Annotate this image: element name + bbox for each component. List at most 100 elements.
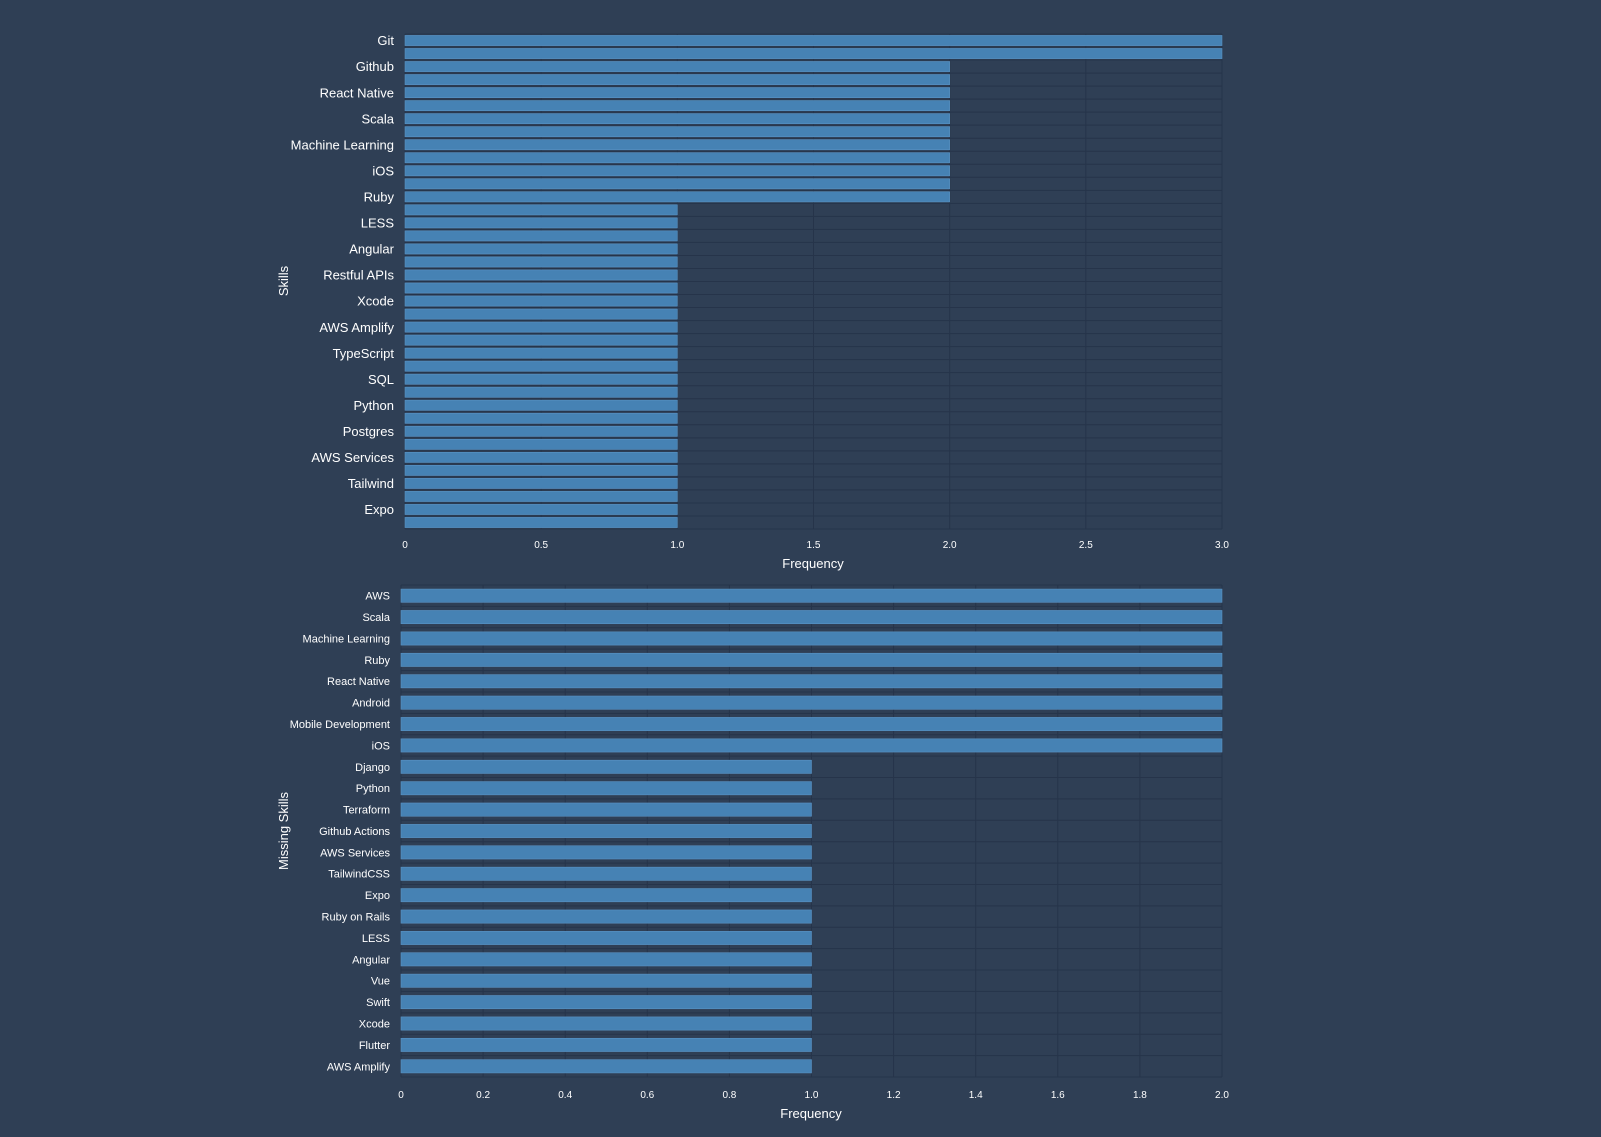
skills-bar-expo <box>404 504 678 515</box>
missing-skills-bar-github-actions <box>400 824 812 838</box>
skills-bar-xcode <box>404 295 678 307</box>
skills-bar-unlabeled-23 <box>404 334 678 346</box>
skills-category-label-angular: Angular <box>349 242 394 257</box>
missing-skills-category-label-expo: Expo <box>365 890 390 902</box>
skills-category-label-aws-services: AWS Services <box>311 450 394 465</box>
skills-bar-git <box>404 35 1223 46</box>
missing-skills-bar-expo <box>400 888 812 903</box>
skills-x-tick-labels: 0 0.5 1.0 1.5 2.0 2.5 3.0 <box>402 540 1229 551</box>
skills-bar-github <box>404 61 950 72</box>
missing-skills-bar-ruby <box>400 652 1223 667</box>
skills-bar-unlabeled-29 <box>404 412 678 424</box>
missing-skills-bar-less <box>400 931 812 945</box>
missing-skills-bar-tailwindcss <box>400 866 812 881</box>
missing-skills-category-label-terraform: Terraform <box>343 805 390 817</box>
skills-category-label-ios: iOS <box>372 163 394 178</box>
missing-skills-bar-machine-learning <box>400 631 1223 646</box>
missing-skills-bar-android <box>400 695 1223 710</box>
skills-category-label-typescript: TypeScript <box>333 346 395 361</box>
skills-frequency-chart: Git Github React Native Scala Machine Learni… <box>276 33 1229 571</box>
skills-bar-ruby <box>404 191 950 203</box>
missing-skills-bar-ruby-on-rails <box>400 909 812 924</box>
skills-bar-unlabeled-19 <box>404 282 678 294</box>
missing-skills-category-label-python: Python <box>356 783 390 795</box>
missing-skills-bar-django <box>400 759 812 774</box>
skills-category-label-react-native: React Native <box>320 85 394 100</box>
skills-category-label-restful-apis: Restful APIs <box>323 268 394 283</box>
skills-bar-angular <box>404 243 678 255</box>
missing-skills-y-axis-title: Missing Skills <box>276 791 291 870</box>
skills-bar-unlabeled-13 <box>404 204 678 216</box>
skills-category-label-ruby: Ruby <box>364 190 395 205</box>
missing-skills-bar-terraform <box>400 802 812 817</box>
skills-x-tick-label: 2.0 <box>943 540 957 551</box>
skills-category-label-less: LESS <box>361 216 395 231</box>
missing-skills-category-label-less: LESS <box>362 933 390 945</box>
skills-grid <box>404 33 1223 530</box>
skills-bar-unlabeled-7 <box>404 126 950 138</box>
skills-category-label-machine-learning: Machine Learning <box>291 137 394 152</box>
skills-bar-less <box>404 217 678 229</box>
skills-bar-postgres <box>404 425 678 437</box>
skills-bar-unlabeled-15 <box>404 230 678 242</box>
skills-bar-unlabeled-17 <box>404 256 678 268</box>
missing-skills-x-tick-label: 0.6 <box>640 1090 654 1101</box>
skills-bar-typescript <box>404 347 678 359</box>
missing-skills-category-labels: AWS Scala Machine Learning Ruby React Native… <box>290 591 391 1074</box>
skills-bar-unlabeled-1 <box>404 48 1223 59</box>
missing-skills-category-label-aws-services: AWS Services <box>320 847 390 859</box>
missing-skills-bar-mobile-development <box>400 717 1223 731</box>
skills-x-tick-label: 1.0 <box>670 540 684 551</box>
missing-skills-category-label-aws: AWS <box>365 591 390 603</box>
missing-skills-x-tick-label: 1.4 <box>969 1090 983 1101</box>
skills-x-tick-label: 3.0 <box>1215 540 1229 551</box>
skills-bar-unlabeled-3 <box>404 74 950 85</box>
missing-skills-category-label-mobile-development: Mobile Development <box>290 719 390 731</box>
skills-bar-python <box>404 399 678 411</box>
skills-category-label-aws-amplify: AWS Amplify <box>319 320 394 335</box>
missing-skills-category-label-scala: Scala <box>362 612 390 624</box>
skills-bar-aws-amplify <box>404 321 678 333</box>
missing-skills-category-label-ruby: Ruby <box>364 655 390 667</box>
missing-skills-bar-flutter <box>400 1037 812 1052</box>
skills-bar-unlabeled-35 <box>404 491 678 502</box>
skills-bar-unlabeled-33 <box>404 465 678 476</box>
missing-skills-category-label-flutter: Flutter <box>359 1040 391 1052</box>
missing-skills-bar-ios <box>400 738 1223 753</box>
missing-skills-category-label-xcode: Xcode <box>359 1018 390 1030</box>
skills-category-label-xcode: Xcode <box>357 294 394 309</box>
missing-skills-x-axis-title: Frequency <box>780 1106 842 1121</box>
missing-skills-x-tick-label: 0.4 <box>558 1090 572 1101</box>
missing-skills-category-label-machine-learning: Machine Learning <box>303 633 390 645</box>
skills-bar-machine-learning <box>404 139 950 151</box>
skills-category-label-python: Python <box>354 398 394 413</box>
missing-skills-bar-python <box>400 781 812 796</box>
missing-skills-grid <box>400 584 1223 1078</box>
skills-x-tick-label: 0 <box>402 540 408 551</box>
skills-bar-scala <box>404 113 950 125</box>
skills-x-tick-label: 0.5 <box>534 540 548 551</box>
skills-bar-tailwind <box>404 478 678 489</box>
skills-y-axis-title: Skills <box>276 265 291 296</box>
missing-skills-category-label-tailwindcss: TailwindCSS <box>328 869 390 881</box>
skills-category-label-sql: SQL <box>368 372 394 387</box>
missing-skills-category-label-ios: iOS <box>372 740 390 752</box>
missing-skills-category-label-github-actions: Github Actions <box>319 826 390 838</box>
skills-bar-unlabeled-31 <box>404 438 678 450</box>
missing-skills-bar-scala <box>400 610 1223 625</box>
skills-bar-sql <box>404 373 678 385</box>
skills-bar-unlabeled-37 <box>404 517 678 528</box>
skills-category-label-scala: Scala <box>361 111 394 126</box>
missing-skills-x-tick-label: 1.8 <box>1133 1090 1147 1101</box>
skills-bar-aws-services <box>404 451 678 463</box>
missing-skills-x-tick-label: 2.0 <box>1215 1090 1229 1101</box>
skills-bar-restful-apis <box>404 269 678 281</box>
missing-skills-category-label-angular: Angular <box>352 954 390 966</box>
missing-skills-x-tick-label: 0.8 <box>722 1090 736 1101</box>
missing-skills-category-label-django: Django <box>355 762 390 774</box>
missing-skills-bar-aws-amplify <box>400 1059 812 1074</box>
missing-skills-category-label-swift: Swift <box>366 997 390 1009</box>
missing-skills-bar-vue <box>400 973 812 988</box>
missing-skills-x-tick-labels: 0 0.2 0.4 0.6 0.8 1.0 1.2 1.4 1.6 1.8 2.0 <box>398 1090 1229 1101</box>
